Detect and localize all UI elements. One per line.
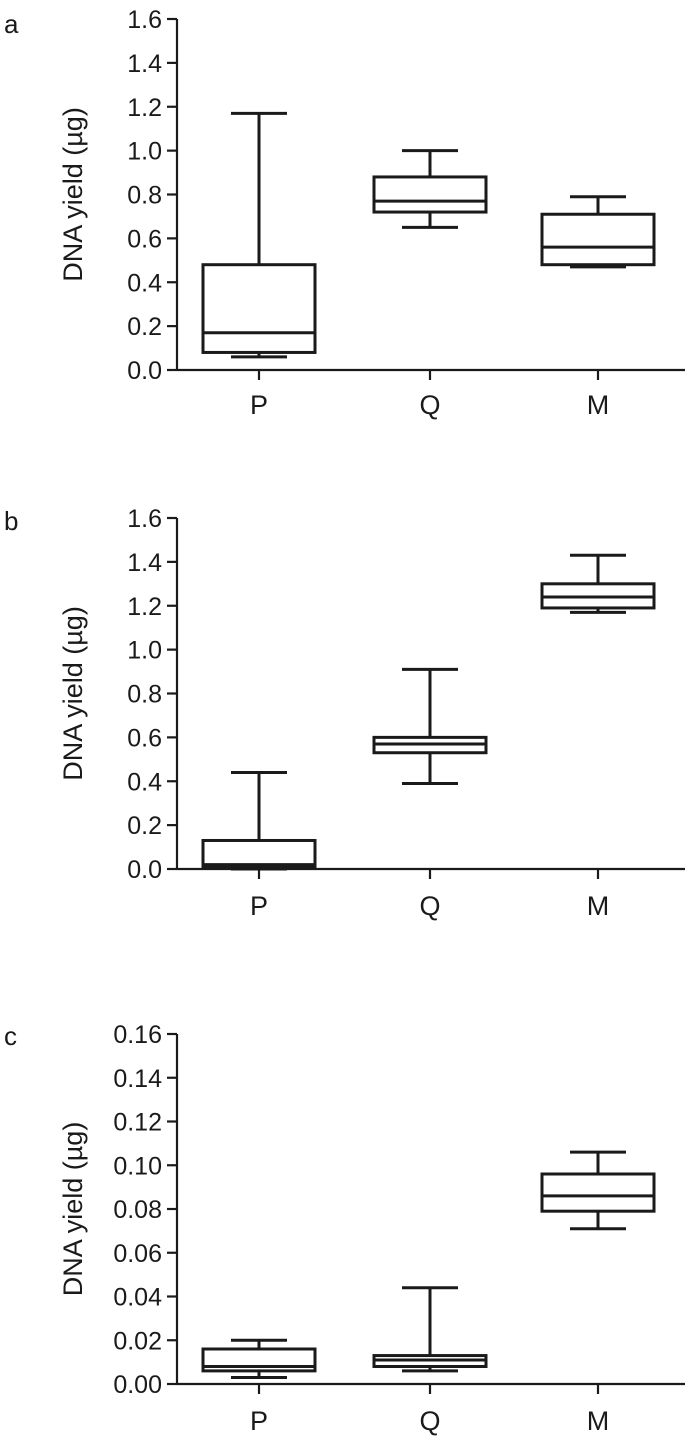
y-axis-title: DNA yield (µg) <box>58 107 88 282</box>
iqr-box <box>201 838 317 869</box>
y-tick-label: 1.6 <box>127 505 162 533</box>
x-category-label: Q <box>419 891 440 921</box>
iqr-box <box>372 175 488 214</box>
box-P <box>201 111 317 359</box>
y-tick-label: 0.4 <box>127 768 162 796</box>
y-tick-label: 0.06 <box>113 1240 162 1268</box>
y-tick-label: 0.10 <box>113 1152 162 1180</box>
x-category-label: Q <box>419 390 440 420</box>
y-tick-label: 1.6 <box>127 6 162 34</box>
y-tick-label: 0.8 <box>127 182 162 210</box>
y-tick-label: 1.0 <box>127 138 162 166</box>
panel-b: b 0.0 0.2 0.4 0.6 0.8 1.0 1.2 1.4 1.6 P Q M DNA yield… <box>4 505 685 921</box>
y-tick-label: 1.2 <box>127 94 162 122</box>
y-tick-label: 0.0 <box>127 856 162 884</box>
y-tick-label: 1.2 <box>127 593 162 621</box>
y-tick-label: 0.08 <box>113 1196 162 1224</box>
panel-a: a 0.0 0.2 0.4 0.6 0.8 1.0 1.2 1.4 1.6 P Q M DNA yield… <box>4 6 685 420</box>
y-tick-label: 0.04 <box>113 1284 162 1312</box>
y-tick-label: 0.6 <box>127 225 162 253</box>
box-P <box>201 1338 317 1379</box>
iqr-box <box>540 1172 656 1213</box>
y-tick-label: 0.16 <box>113 1021 162 1049</box>
y-tick-label: 0.2 <box>127 313 162 341</box>
iqr-box <box>201 263 317 354</box>
panel-label: a <box>4 9 19 39</box>
y-axis-title: DNA yield (µg) <box>58 606 88 781</box>
box-Q <box>372 667 488 785</box>
box-M <box>540 1150 656 1231</box>
y-tick-label: 0.14 <box>113 1065 162 1093</box>
x-category-label: P <box>250 1406 268 1436</box>
y-tick-label: 0.2 <box>127 812 162 840</box>
x-category-label: M <box>587 1406 610 1436</box>
box-M <box>540 553 656 614</box>
x-category-label: Q <box>419 1406 440 1436</box>
y-tick-label: 0.0 <box>127 357 162 385</box>
x-category-label: P <box>250 891 268 921</box>
box-P <box>201 770 317 871</box>
y-tick-label: 0.4 <box>127 269 162 297</box>
y-tick-label: 1.4 <box>127 50 162 78</box>
y-axis-title: DNA yield (µg) <box>58 1122 88 1297</box>
x-category-label: M <box>587 390 610 420</box>
y-tick-label: 0.00 <box>113 1371 162 1399</box>
panel-label: c <box>4 1021 17 1051</box>
iqr-box <box>540 212 656 267</box>
box-M <box>540 195 656 269</box>
y-tick-label: 0.02 <box>113 1327 162 1355</box>
box-Q <box>372 1286 488 1373</box>
y-tick-label: 0.8 <box>127 681 162 709</box>
panel-c: c 0.00 0.02 0.04 0.06 0.08 0.10 0.12 0.14 0.16 P Q M… <box>4 1021 685 1436</box>
x-category-label: P <box>250 390 268 420</box>
y-tick-label: 0.6 <box>127 724 162 752</box>
x-category-label: M <box>587 891 610 921</box>
box-Q <box>372 149 488 229</box>
y-tick-label: 1.4 <box>127 549 162 577</box>
panel-label: b <box>4 506 18 536</box>
y-tick-label: 1.0 <box>127 637 162 665</box>
y-tick-label: 0.12 <box>113 1109 162 1137</box>
